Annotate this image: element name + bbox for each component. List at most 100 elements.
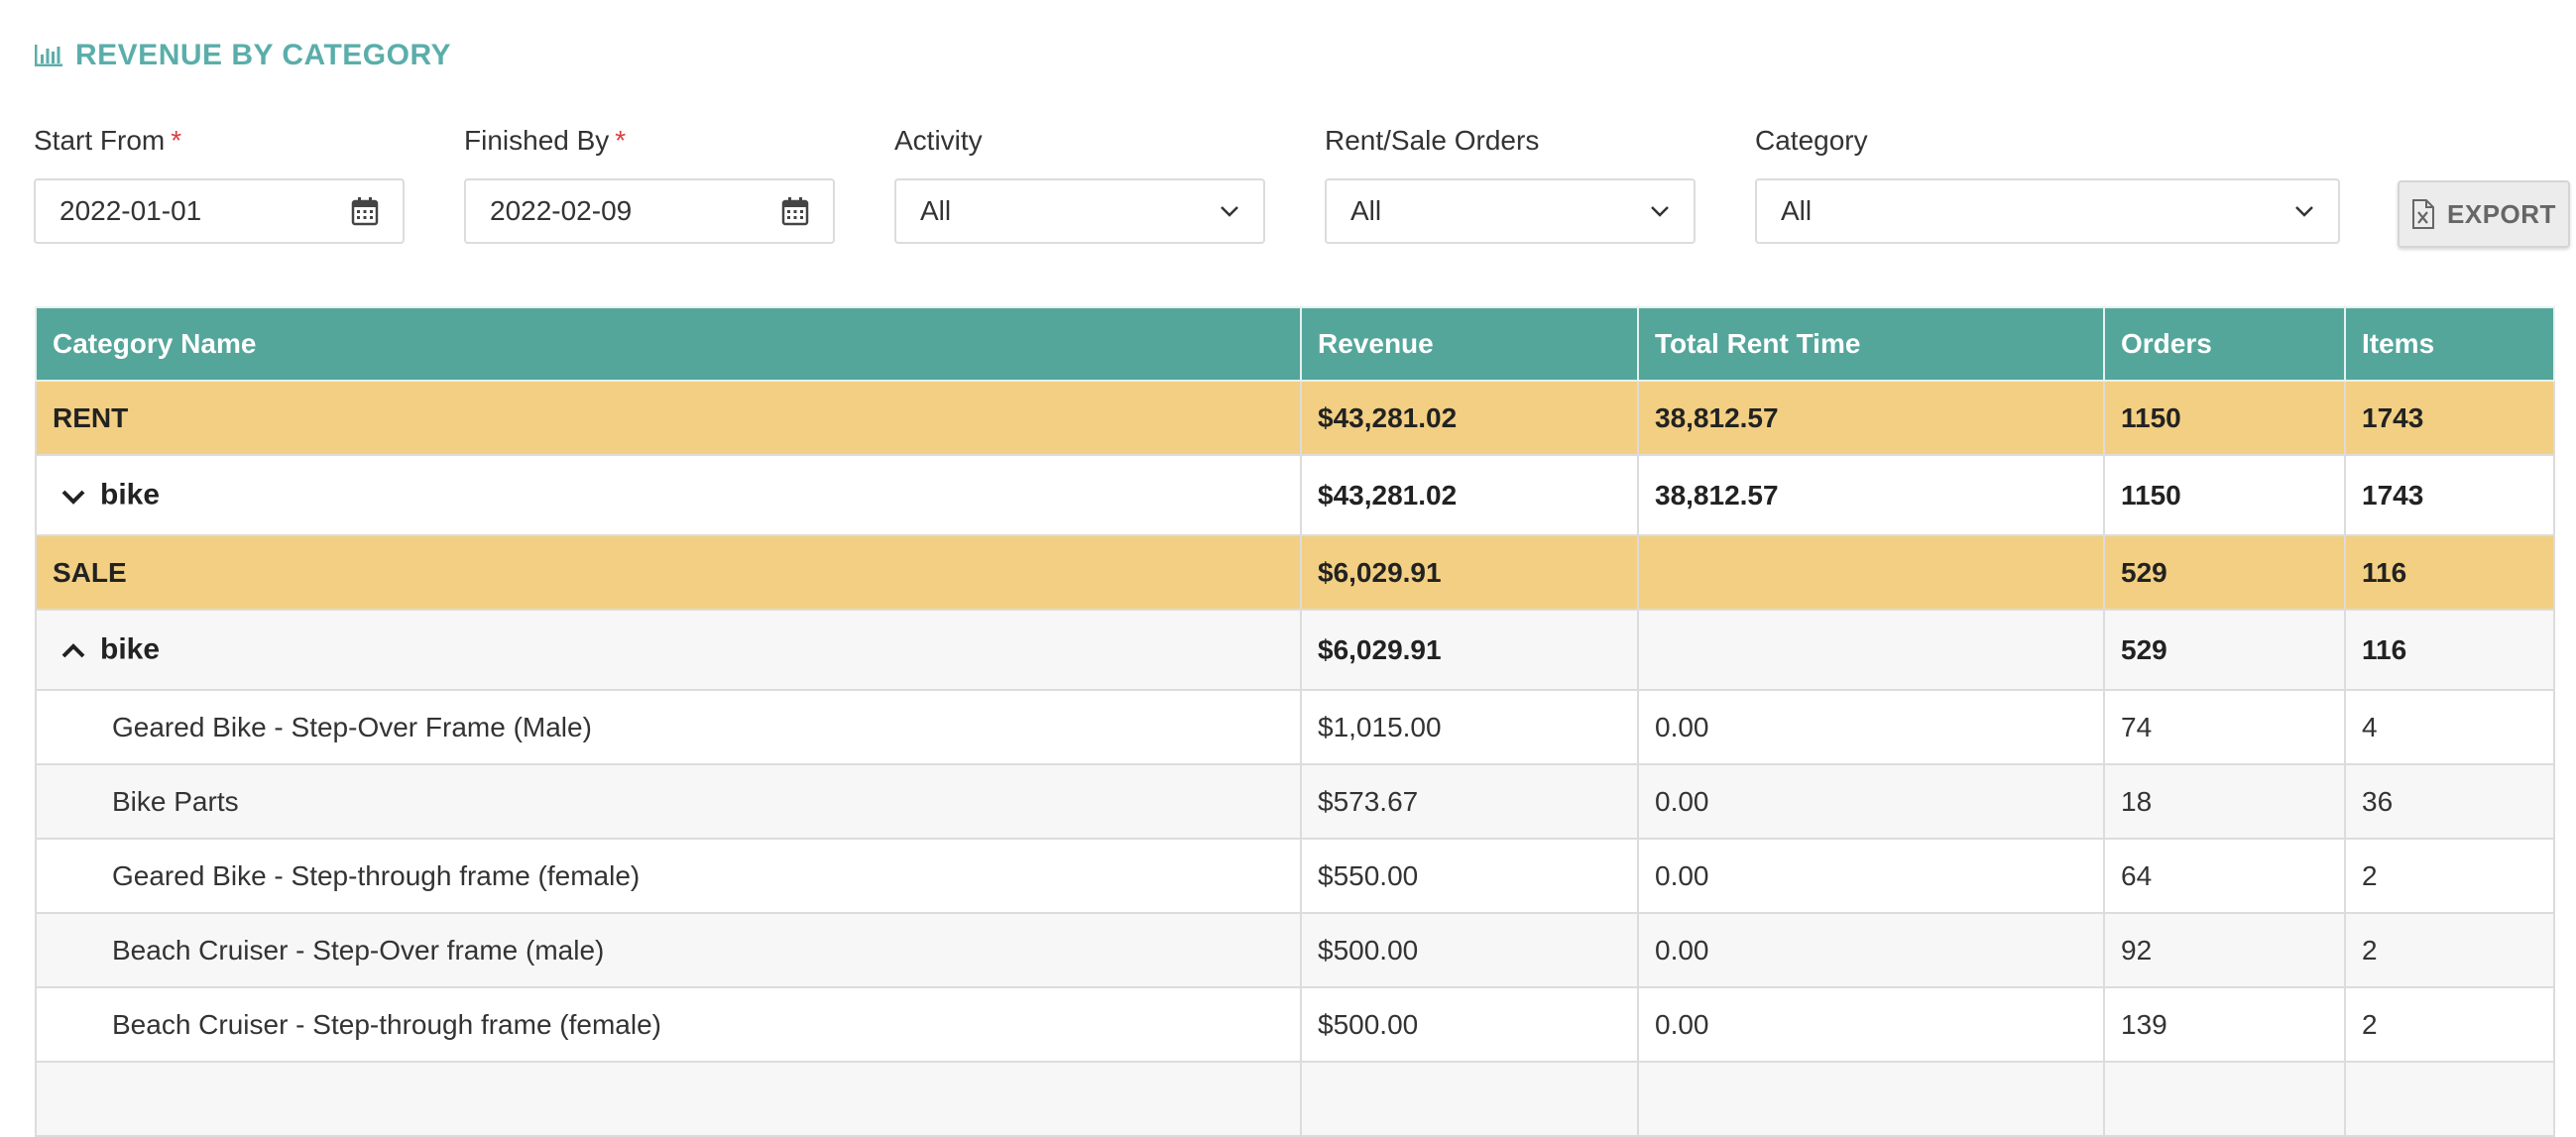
cell-items: 116 bbox=[2344, 534, 2555, 611]
cell-items: 2 bbox=[2344, 912, 2555, 988]
rent-sale-orders-value: All bbox=[1350, 195, 1382, 226]
table-row: Beach Cruiser - Step-through frame (fema… bbox=[35, 986, 2555, 1063]
cell-items: 36 bbox=[2344, 763, 2555, 840]
cell-orders: 18 bbox=[2103, 763, 2346, 840]
calendar-icon[interactable] bbox=[351, 196, 379, 226]
column-header-orders[interactable]: Orders bbox=[2103, 306, 2346, 382]
cell-category-name: Geared Bike - Step-through frame (female… bbox=[35, 838, 1302, 914]
cell-revenue: $550.00 bbox=[1300, 838, 1639, 914]
column-header-revenue[interactable]: Revenue bbox=[1300, 306, 1639, 382]
chevron-down-icon bbox=[1651, 206, 1669, 217]
cell-items: 116 bbox=[2344, 609, 2555, 691]
cell-total-rent-time: 38,812.57 bbox=[1637, 454, 2105, 536]
cell-revenue: $6,029.91 bbox=[1300, 534, 1639, 611]
cell-revenue: $500.00 bbox=[1300, 912, 1639, 988]
cell-category-name[interactable]: bike bbox=[35, 454, 1302, 536]
filter-category: Category All bbox=[1755, 119, 2340, 244]
rent-sale-orders-select[interactable]: All bbox=[1325, 178, 1696, 244]
chevron-up-icon[interactable] bbox=[60, 634, 100, 666]
cell-orders: 1150 bbox=[2103, 380, 2346, 456]
column-header-total-rent-time[interactable]: Total Rent Time bbox=[1637, 306, 2105, 382]
cell-revenue: $500.00 bbox=[1300, 986, 1639, 1063]
export-button[interactable]: EXPORT bbox=[2398, 180, 2570, 248]
start-from-label: Start From bbox=[34, 125, 166, 156]
bar-chart-icon bbox=[35, 45, 62, 66]
table-row: Bike Parts $573.67 0.00 18 36 bbox=[35, 763, 2555, 840]
cell-revenue: $1,015.00 bbox=[1300, 689, 1639, 765]
subcategory-row-rent-bike[interactable]: bike $43,281.02 38,812.57 1150 1743 bbox=[35, 454, 2555, 536]
cell-items bbox=[2344, 1061, 2555, 1137]
cell-category-name: Bike Parts bbox=[35, 763, 1302, 840]
revenue-table: Category Name Revenue Total Rent Time Or… bbox=[35, 306, 2555, 1137]
export-label: EXPORT bbox=[2447, 198, 2556, 229]
page-title: REVENUE BY CATEGORY bbox=[34, 36, 451, 75]
cell-total-rent-time bbox=[1637, 609, 2105, 691]
chevron-down-icon bbox=[1221, 206, 1238, 217]
cell-category-name: RENT bbox=[35, 380, 1302, 456]
category-label: Category bbox=[1755, 125, 1868, 156]
subcategory-row-sale-bike[interactable]: bike $6,029.91 529 116 bbox=[35, 609, 2555, 691]
column-header-items[interactable]: Items bbox=[2344, 306, 2555, 382]
filter-finished-by: Finished By * 2022-02-09 bbox=[464, 119, 835, 244]
end-date-input[interactable]: 2022-02-09 bbox=[464, 178, 835, 244]
cell-total-rent-time bbox=[1637, 1061, 2105, 1137]
cell-total-rent-time: 0.00 bbox=[1637, 763, 2105, 840]
required-mark: * bbox=[615, 125, 627, 156]
table-header-row: Category Name Revenue Total Rent Time Or… bbox=[35, 306, 2555, 382]
cell-items: 2 bbox=[2344, 838, 2555, 914]
filter-rent-sale-orders: Rent/Sale Orders All bbox=[1325, 119, 1696, 244]
activity-label: Activity bbox=[894, 125, 983, 156]
chevron-down-icon[interactable] bbox=[60, 480, 100, 512]
subcategory-label: bike bbox=[100, 632, 161, 666]
cell-items: 1743 bbox=[2344, 380, 2555, 456]
cell-orders bbox=[2103, 1061, 2346, 1137]
table-row bbox=[35, 1061, 2555, 1137]
cell-orders: 64 bbox=[2103, 838, 2346, 914]
group-row-sale: SALE $6,029.91 529 116 bbox=[35, 534, 2555, 611]
cell-category-name: SALE bbox=[35, 534, 1302, 611]
filter-activity: Activity All bbox=[894, 119, 1265, 244]
cell-revenue: $43,281.02 bbox=[1300, 380, 1639, 456]
table-row: Beach Cruiser - Step-Over frame (male) $… bbox=[35, 912, 2555, 988]
cell-items: 1743 bbox=[2344, 454, 2555, 536]
cell-category-name: Beach Cruiser - Step-Over frame (male) bbox=[35, 912, 1302, 988]
calendar-icon[interactable] bbox=[781, 196, 809, 226]
cell-orders: 529 bbox=[2103, 609, 2346, 691]
cell-orders: 529 bbox=[2103, 534, 2346, 611]
cell-revenue: $573.67 bbox=[1300, 763, 1639, 840]
cell-total-rent-time: 38,812.57 bbox=[1637, 380, 2105, 456]
cell-category-name bbox=[35, 1061, 1302, 1137]
cell-total-rent-time bbox=[1637, 534, 2105, 611]
group-row-rent: RENT $43,281.02 38,812.57 1150 1743 bbox=[35, 380, 2555, 456]
table-row: Geared Bike - Step-Over Frame (Male) $1,… bbox=[35, 689, 2555, 765]
subcategory-label: bike bbox=[100, 478, 161, 512]
required-mark: * bbox=[171, 125, 182, 156]
cell-items: 2 bbox=[2344, 986, 2555, 1063]
cell-revenue bbox=[1300, 1061, 1639, 1137]
filter-start-from: Start From * 2022-01-01 bbox=[34, 119, 405, 244]
start-date-value: 2022-01-01 bbox=[59, 195, 202, 226]
table-row: Geared Bike - Step-through frame (female… bbox=[35, 838, 2555, 914]
start-date-input[interactable]: 2022-01-01 bbox=[34, 178, 405, 244]
cell-orders: 92 bbox=[2103, 912, 2346, 988]
cell-category-name: Geared Bike - Step-Over Frame (Male) bbox=[35, 689, 1302, 765]
cell-total-rent-time: 0.00 bbox=[1637, 986, 2105, 1063]
activity-select[interactable]: All bbox=[894, 178, 1265, 244]
rent-sale-orders-label: Rent/Sale Orders bbox=[1325, 125, 1540, 156]
cell-category-name[interactable]: bike bbox=[35, 609, 1302, 691]
category-value: All bbox=[1781, 195, 1813, 226]
cell-orders: 139 bbox=[2103, 986, 2346, 1063]
cell-total-rent-time: 0.00 bbox=[1637, 689, 2105, 765]
cell-revenue: $6,029.91 bbox=[1300, 609, 1639, 691]
cell-orders: 1150 bbox=[2103, 454, 2346, 536]
page-title-text: REVENUE BY CATEGORY bbox=[75, 39, 452, 71]
cell-orders: 74 bbox=[2103, 689, 2346, 765]
excel-file-icon bbox=[2412, 199, 2435, 229]
category-select[interactable]: All bbox=[1755, 178, 2340, 244]
chevron-down-icon bbox=[2295, 206, 2313, 217]
finished-by-label: Finished By bbox=[464, 125, 610, 156]
end-date-value: 2022-02-09 bbox=[490, 195, 633, 226]
cell-total-rent-time: 0.00 bbox=[1637, 912, 2105, 988]
column-header-category-name[interactable]: Category Name bbox=[35, 306, 1302, 382]
cell-total-rent-time: 0.00 bbox=[1637, 838, 2105, 914]
